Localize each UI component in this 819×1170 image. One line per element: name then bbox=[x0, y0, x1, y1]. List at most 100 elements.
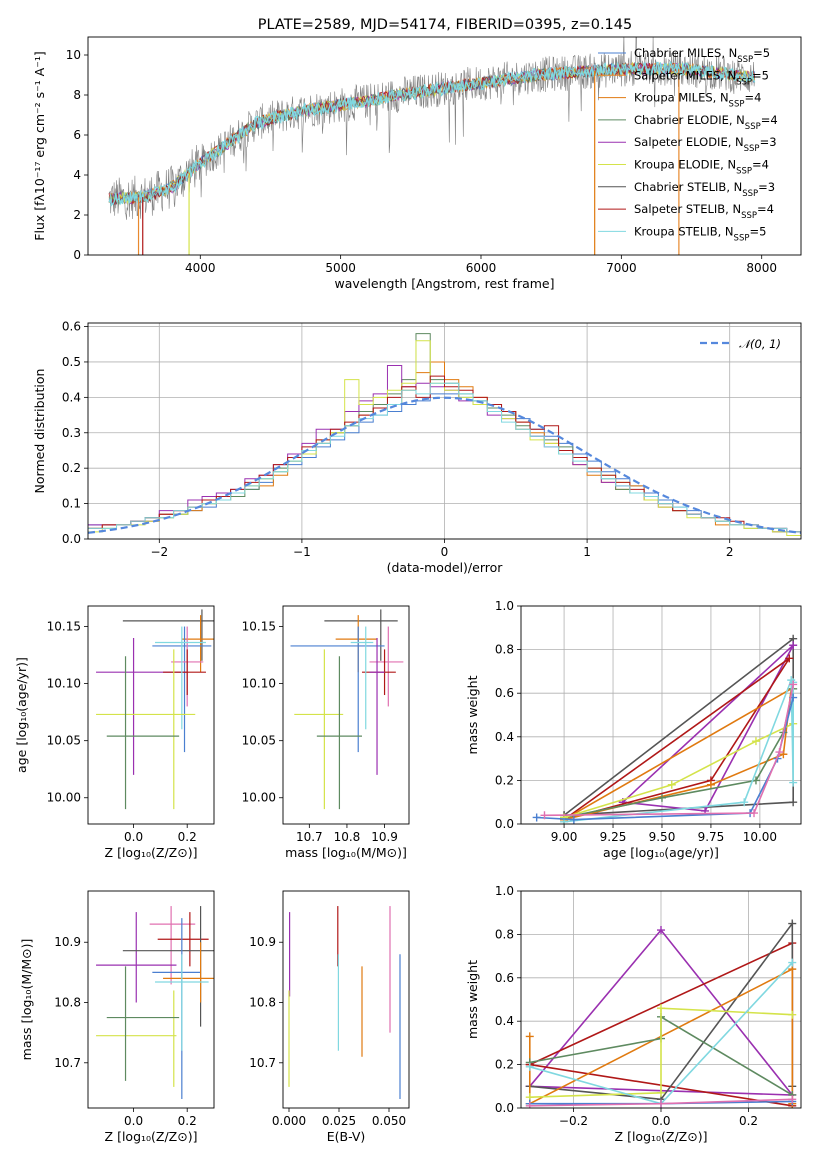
y-tick-label: 10.00 bbox=[47, 791, 81, 805]
legend-entry: 𝒩(0, 1) bbox=[739, 337, 781, 351]
x-tick-label: 0.025 bbox=[322, 1114, 356, 1128]
age-vs-mass-plot: 10.7 10.8 10.9 10.00 10.05 10.10 10.15 mass [lo… bbox=[242, 605, 410, 860]
weight-marker bbox=[569, 815, 578, 824]
y-tick-label: 8 bbox=[73, 88, 81, 102]
error-bar-point bbox=[290, 626, 385, 753]
x-axis-label: Z [log₁₀(Z/Z⊙)] bbox=[105, 845, 198, 860]
x-tick-label: 0.050 bbox=[372, 1114, 406, 1128]
error-bar-point bbox=[106, 656, 180, 810]
y-tick-label: 10.05 bbox=[47, 734, 81, 748]
x-tick-label: 10.9 bbox=[371, 830, 398, 844]
y-tick-label: 0.5 bbox=[62, 355, 81, 369]
axes-frame bbox=[87, 605, 215, 825]
y-tick-label: 10 bbox=[66, 48, 81, 62]
x-axis-label: Z [log₁₀(Z/Z⊙)] bbox=[105, 1129, 198, 1144]
y-tick-label: 10.8 bbox=[54, 996, 81, 1010]
y-tick-label: 0.8 bbox=[495, 927, 514, 941]
weight-marker bbox=[657, 1004, 665, 1013]
x-axis-label: E(B-V) bbox=[327, 1129, 366, 1144]
spectrum-plot: 4000 5000 6000 7000 8000 0 2 4 6 8 10 wavelength [A… bbox=[32, 36, 802, 291]
weight-marker bbox=[657, 793, 666, 802]
y-axis-label: mass weight bbox=[465, 960, 480, 1039]
x-axis-label: Z [log₁₀(Z/Z⊙)] bbox=[615, 1129, 708, 1144]
weight-marker bbox=[789, 798, 798, 807]
error-bars bbox=[96, 906, 214, 1099]
histogram-series-line bbox=[88, 382, 801, 533]
x-axis-label: age [log₁₀(age/yr)] bbox=[603, 845, 719, 860]
weight-marker bbox=[789, 778, 798, 787]
error-bar-point bbox=[335, 615, 378, 673]
x-tick-label: 9.75 bbox=[698, 830, 725, 844]
weight-marker bbox=[540, 811, 549, 820]
y-tick-label: 10.7 bbox=[54, 1056, 81, 1070]
weight-marker bbox=[789, 680, 798, 689]
error-bar-point bbox=[149, 906, 196, 985]
error-bar-point bbox=[294, 649, 344, 810]
weight-marker bbox=[525, 1032, 534, 1041]
y-tick-label: 0.0 bbox=[62, 532, 81, 546]
y-tick-label: 10.15 bbox=[47, 620, 81, 634]
axes-frame bbox=[520, 605, 802, 825]
y-tick-label: 1.0 bbox=[495, 884, 514, 898]
error-bars bbox=[288, 906, 401, 1099]
y-tick-label: 0.4 bbox=[495, 730, 514, 744]
error-bar-point bbox=[324, 609, 398, 661]
spectrum-legend: Chabrier MILES, NSSP=5 Salpeter MILES, NS… bbox=[598, 46, 778, 243]
x-tick-label: −1 bbox=[293, 545, 311, 559]
y-tick-label: 4 bbox=[73, 168, 81, 182]
histogram-steps bbox=[88, 333, 801, 536]
chart-title: PLATE=2589, MJD=54174, FIBERID=0395, z=0… bbox=[258, 17, 632, 33]
weight-marker bbox=[657, 926, 665, 935]
weight-marker bbox=[788, 1010, 797, 1019]
y-tick-label: 0.2 bbox=[62, 461, 81, 475]
weight-marker bbox=[525, 1062, 534, 1071]
error-bar-point bbox=[369, 626, 404, 707]
weight-series-line bbox=[529, 1007, 793, 1098]
y-tick-label: 0.3 bbox=[62, 426, 81, 440]
weight-marker bbox=[525, 1101, 534, 1108]
error-bar-point bbox=[350, 626, 374, 730]
error-bar-point bbox=[155, 626, 206, 730]
error-bar-point bbox=[316, 656, 362, 810]
x-tick-label: 9.25 bbox=[600, 830, 627, 844]
legend-entry: Salpeter MILES, NSSP=5 bbox=[634, 68, 769, 87]
x-tick-label: 9.00 bbox=[551, 830, 578, 844]
weight-marker bbox=[657, 1099, 665, 1108]
axes-frame bbox=[87, 322, 802, 540]
weight-series-line bbox=[544, 684, 794, 817]
weight-marker bbox=[750, 809, 759, 818]
x-tick-label: 4000 bbox=[185, 261, 216, 275]
x-tick-label: 0.2 bbox=[178, 830, 197, 844]
y-tick-label: 0.6 bbox=[495, 971, 514, 985]
y-tick-label: 10.00 bbox=[242, 791, 276, 805]
y-tick-label: 0.2 bbox=[495, 773, 514, 787]
y-axis-label: Normed distribution bbox=[32, 369, 47, 494]
residual-histogram-plot: −2 −1 0 1 2 0.0 0.1 0.2 0.3 0.4 0.5 0.6 (data-model)… bbox=[32, 320, 802, 575]
y-tick-label: 0.0 bbox=[495, 1101, 514, 1115]
weight-lines bbox=[525, 919, 797, 1108]
legend-entry: Chabrier STELIB, NSSP=3 bbox=[634, 180, 775, 199]
x-tick-label: 7000 bbox=[606, 261, 637, 275]
legend-entry: Chabrier MILES, NSSP=5 bbox=[634, 46, 770, 65]
error-bar-point bbox=[122, 609, 214, 661]
error-bar-point bbox=[96, 649, 196, 810]
weight-marker bbox=[706, 780, 715, 789]
x-tick-label: 0.2 bbox=[739, 1114, 758, 1128]
y-tick-label: 0.6 bbox=[62, 320, 81, 334]
error-bar-point bbox=[96, 912, 177, 1003]
legend-entry: Salpeter STELIB, NSSP=4 bbox=[634, 202, 774, 221]
y-tick-label: 10.9 bbox=[249, 935, 276, 949]
weight-marker bbox=[785, 654, 794, 663]
error-bar-point bbox=[163, 942, 214, 1003]
x-axis-label: wavelength [Angstrom, rest frame] bbox=[334, 276, 554, 291]
y-axis-label: Flux [fλ10⁻¹⁷ erg cm⁻² s⁻¹ A⁻¹] bbox=[32, 51, 47, 240]
y-tick-label: 6 bbox=[73, 128, 81, 142]
x-tick-label: 5000 bbox=[325, 261, 356, 275]
y-tick-label: 10.10 bbox=[242, 677, 276, 691]
x-tick-label: 0.000 bbox=[272, 1114, 306, 1128]
weight-series-line bbox=[622, 644, 794, 812]
spectrum-curves bbox=[108, 37, 756, 255]
error-bar-point bbox=[155, 954, 209, 1051]
y-tick-label: 2 bbox=[73, 208, 81, 222]
